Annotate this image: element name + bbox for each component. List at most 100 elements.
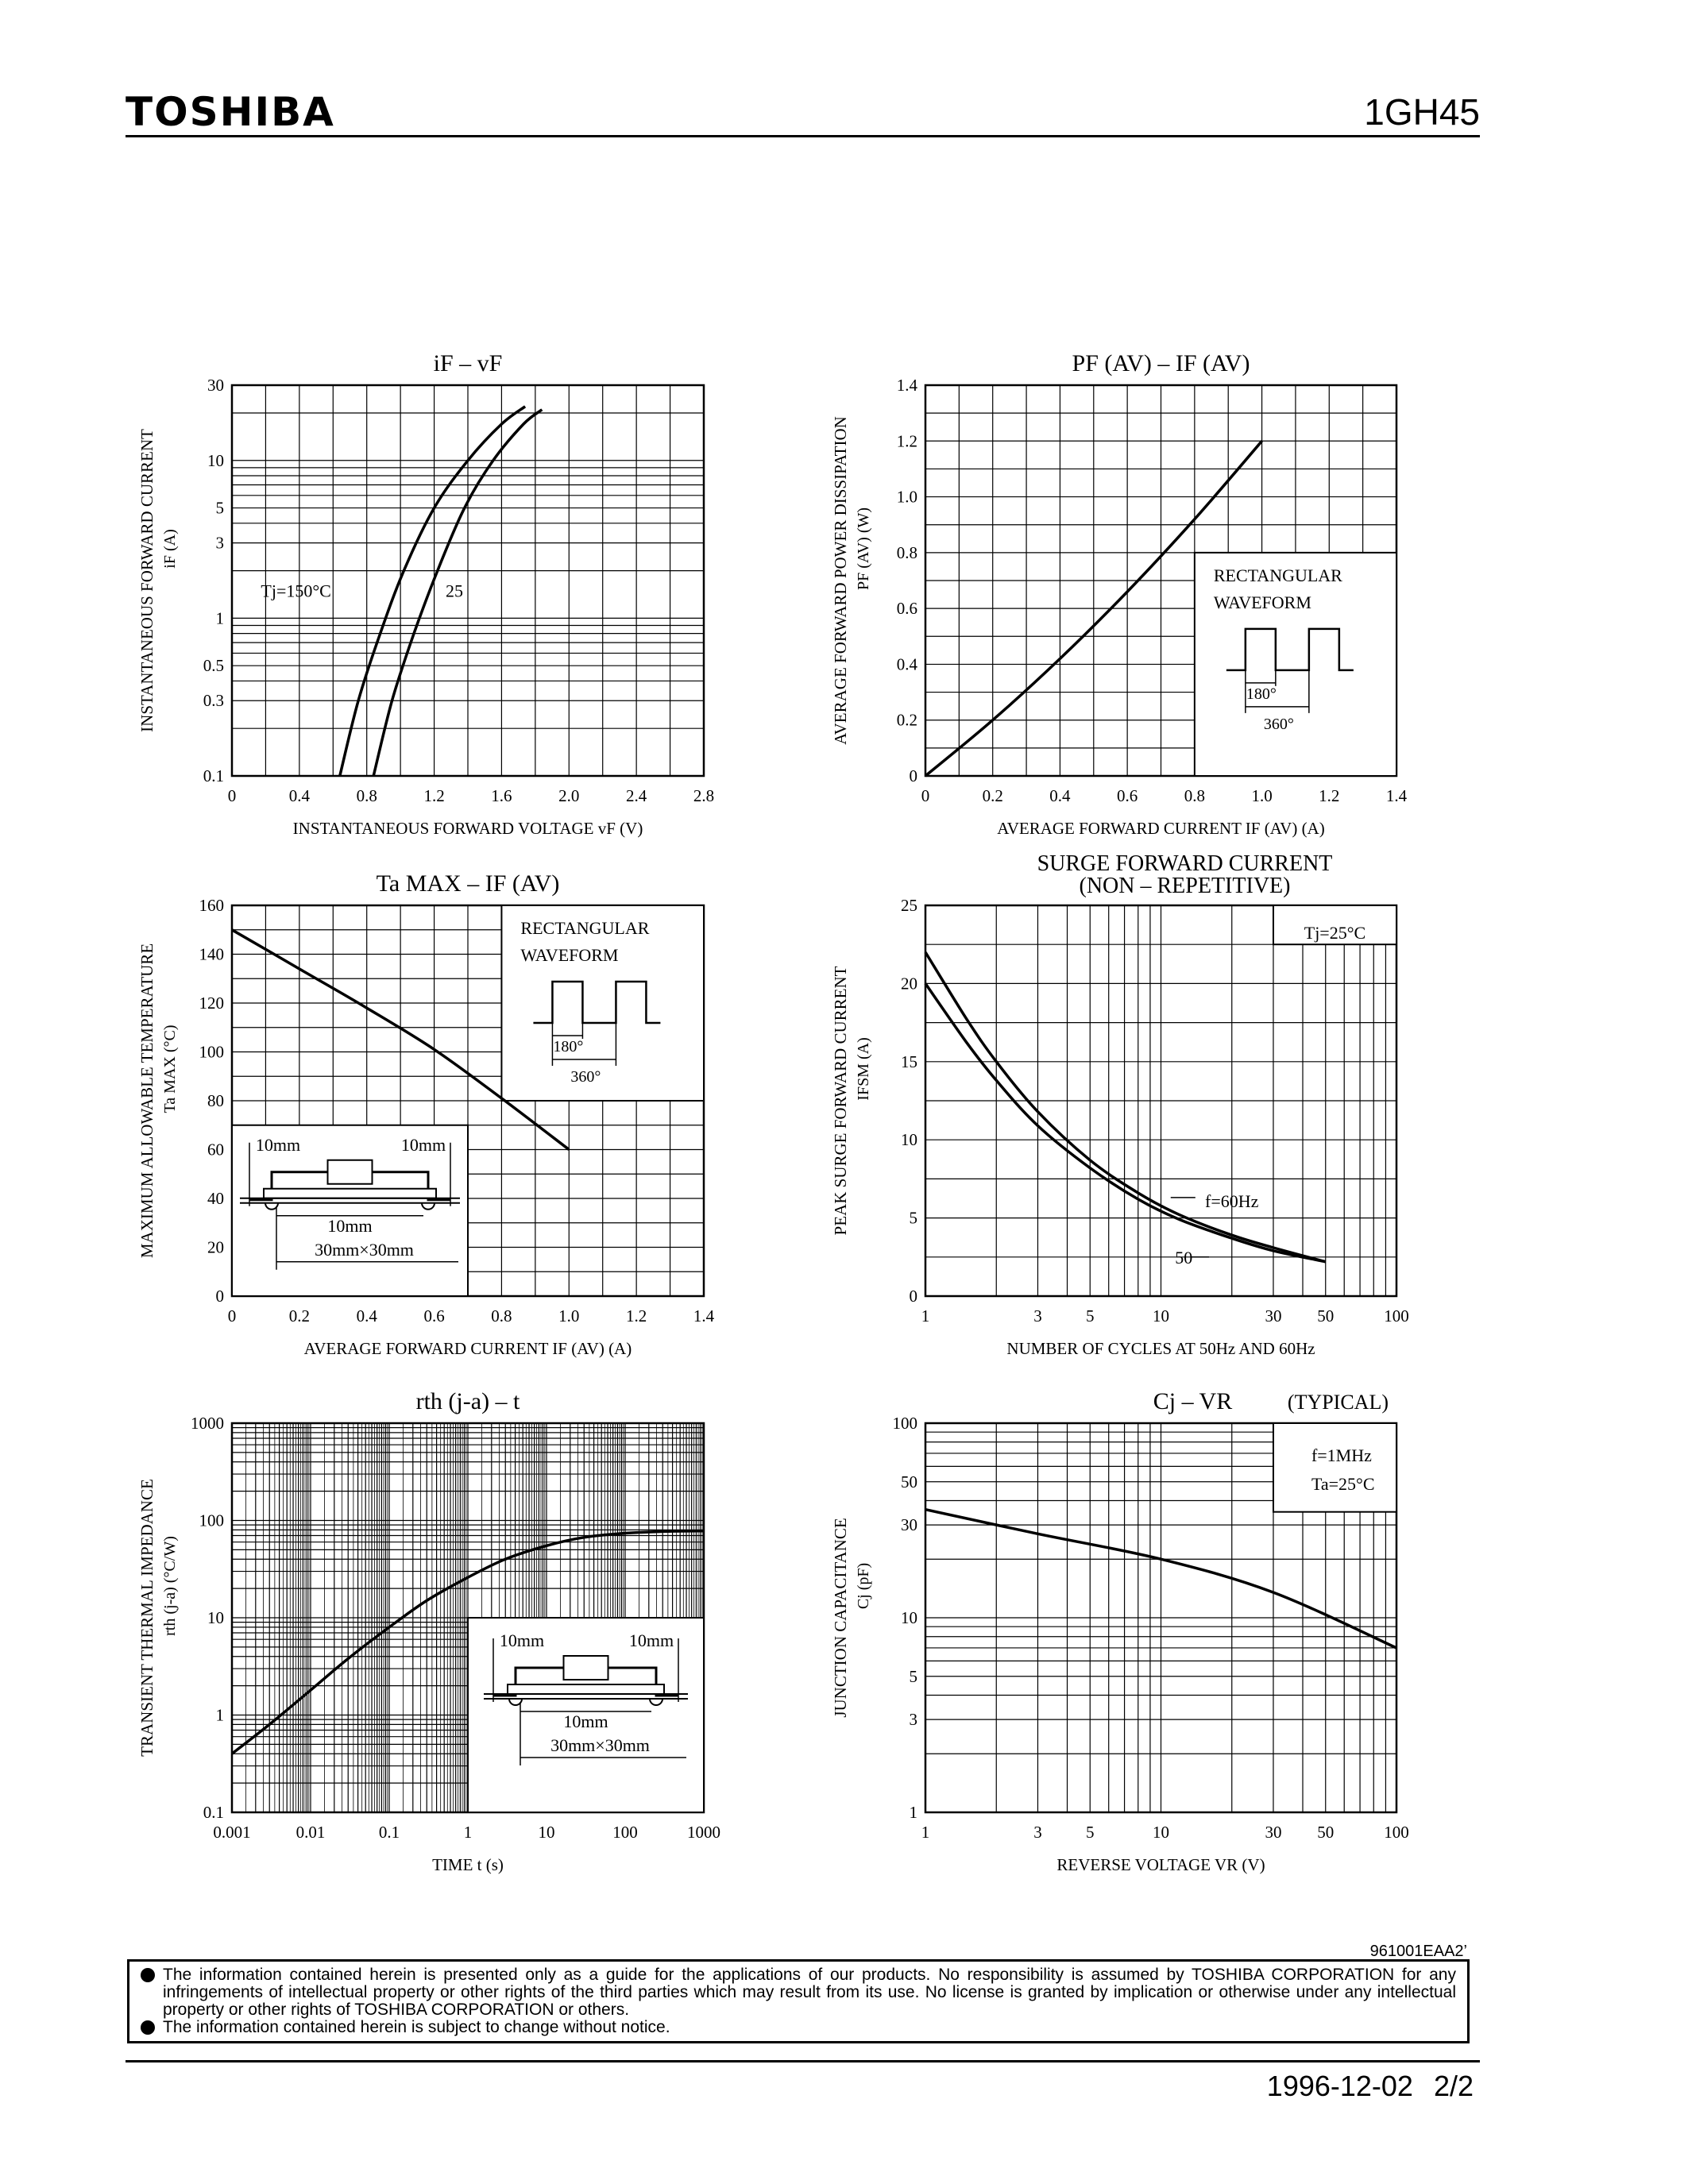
series-line-2 — [924, 982, 1327, 1264]
y-tick-label: 100 — [199, 1043, 225, 1062]
waveform-mark-360: 360° — [570, 1068, 601, 1086]
y-tick-label: 0.1 — [203, 766, 224, 785]
y-tick-label: 0.1 — [203, 1803, 224, 1822]
x-tick-label: 0.6 — [1117, 786, 1138, 805]
condition-label: Tj=25°C — [1304, 923, 1365, 943]
plot-frame — [230, 384, 705, 778]
header-divider — [126, 135, 1480, 137]
x-tick-label: 50 — [1317, 1823, 1334, 1842]
x-tick-label: 1.0 — [558, 1306, 579, 1325]
x-tick-label: 1.2 — [626, 1306, 647, 1325]
mount-dim-label: 10mm — [629, 1630, 674, 1650]
solder-icon — [508, 1698, 663, 1706]
y-tick-label: 50 — [901, 1472, 917, 1491]
chart-title-note: (TYPICAL) — [1288, 1391, 1389, 1414]
disclaimer-item: The information contained herein is subj… — [141, 2019, 1456, 2036]
y-tick-label: 0 — [216, 1287, 225, 1306]
x-tick-label: 2.0 — [558, 786, 579, 805]
y-tick-label: 0.8 — [897, 543, 917, 562]
lead-icon — [372, 1171, 450, 1202]
x-tick-label: 10 — [1153, 1823, 1169, 1842]
chart-subtitle: (NON – REPETITIVE) — [1080, 874, 1291, 898]
pcb-board-icon — [263, 1187, 437, 1199]
waveform-pulse-icon — [1226, 627, 1354, 672]
mount-dim-label: 10mm — [256, 1135, 300, 1155]
y-tick-label: 3 — [216, 534, 225, 553]
mount-dim-label: 30mm×30mm — [550, 1735, 650, 1755]
diode-body-icon — [562, 1655, 609, 1680]
y-tick-label: 160 — [199, 896, 225, 915]
mount-dim-label: 10mm — [401, 1135, 446, 1155]
y-axis-label: INSTANTANEOUS FORWARD CURRENT — [137, 429, 156, 732]
waveform-label: RECTANGULAR — [520, 918, 649, 938]
bullet-icon — [141, 1968, 155, 1982]
x-tick-label: 0.8 — [357, 786, 377, 805]
y-tick-label: 30 — [207, 376, 224, 395]
y-tick-label: 30 — [901, 1515, 917, 1534]
y-tick-label: 0.5 — [203, 656, 224, 675]
y-tick-label: 10 — [207, 451, 224, 470]
x-tick-label: 1000 — [687, 1823, 720, 1842]
x-axis-label: NUMBER OF CYCLES AT 50Hz AND 60Hz — [1006, 1339, 1315, 1358]
y-tick-label: 0.3 — [203, 691, 224, 710]
x-tick-label: 0.6 — [423, 1306, 444, 1325]
x-tick-label: 0 — [921, 786, 930, 805]
footer: 1996-12-02 2/2 — [1267, 2070, 1474, 2103]
x-tick-label: 0.1 — [379, 1823, 400, 1842]
y-tick-label: 25 — [901, 896, 917, 915]
footer-date: 1996-12-02 — [1266, 2070, 1413, 2102]
chart-title: rth (j-a) – t — [416, 1388, 520, 1414]
y-tick-label: 0.4 — [897, 654, 918, 673]
y-tick-label: 10 — [901, 1608, 917, 1627]
y-tick-label: 60 — [207, 1140, 224, 1160]
x-tick-label: 0.001 — [213, 1823, 250, 1842]
chart-title: Cj – VR — [1153, 1388, 1232, 1414]
x-tick-label: 30 — [1265, 1306, 1281, 1325]
diode-body-icon — [326, 1159, 373, 1185]
y-tick-label: 20 — [207, 1238, 224, 1257]
chart-title: iF – vF — [434, 350, 503, 376]
part-number: 1GH45 — [1364, 91, 1480, 133]
y-axis-unit-label: iF (A) — [161, 529, 179, 568]
x-tick-label: 1 — [921, 1823, 930, 1842]
y-tick-label: 100 — [893, 1414, 918, 1433]
y-tick-label: 20 — [901, 974, 917, 993]
condition-label: Ta=25°C — [1311, 1474, 1375, 1494]
series-line-1 — [925, 1507, 1397, 1650]
condition-inset — [1272, 905, 1397, 946]
x-tick-label: 50 — [1317, 1306, 1334, 1325]
y-tick-label: 0.2 — [897, 711, 917, 730]
series-line-2 — [372, 408, 543, 777]
mount-dim-label: 10mm — [563, 1711, 608, 1731]
y-tick-label: 15 — [901, 1052, 917, 1071]
footer-divider — [126, 2060, 1480, 2062]
y-tick-label: 10 — [207, 1608, 224, 1627]
x-tick-label: 0.4 — [1049, 786, 1071, 805]
series-line-1 — [924, 951, 1327, 1264]
y-tick-label: 1000 — [191, 1414, 224, 1433]
waveform-inset — [1193, 551, 1398, 777]
x-tick-label: 5 — [1086, 1306, 1095, 1325]
y-tick-label: 5 — [910, 1667, 918, 1686]
y-tick-label: 10 — [901, 1130, 917, 1149]
y-tick-label: 80 — [207, 1091, 224, 1110]
chart-title: Ta MAX – IF (AV) — [377, 870, 560, 897]
mount-dim-label: 10mm — [500, 1630, 544, 1650]
x-tick-label: 0.2 — [289, 1306, 310, 1325]
x-tick-label: 1.0 — [1251, 786, 1272, 805]
x-tick-label: 100 — [1384, 1823, 1409, 1842]
y-tick-label: 1 — [216, 608, 225, 627]
x-tick-label: 0.2 — [983, 786, 1003, 805]
lead-icon — [249, 1171, 328, 1202]
waveform-mark-180: 180° — [553, 1038, 583, 1055]
x-tick-label: 10 — [539, 1823, 555, 1842]
y-tick-label: 1 — [216, 1706, 225, 1725]
x-tick-label: 0 — [228, 1306, 237, 1325]
y-tick-label: 40 — [207, 1189, 224, 1208]
x-tick-label: 100 — [612, 1823, 638, 1842]
x-tick-label: 5 — [1086, 1823, 1095, 1842]
series-line-1 — [231, 928, 570, 1151]
x-tick-label: 0 — [228, 786, 237, 805]
plot-frame — [924, 1422, 1398, 1814]
